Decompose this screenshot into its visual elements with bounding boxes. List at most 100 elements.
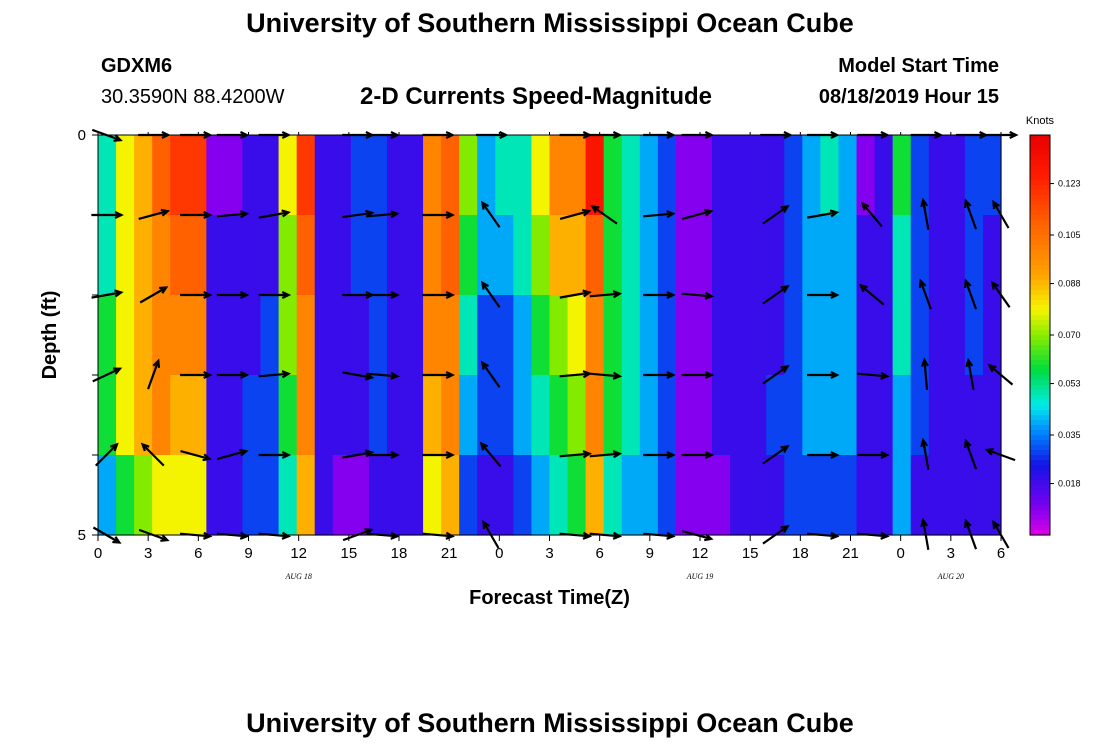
heatmap-cell [314,135,334,216]
current-vector [964,520,978,550]
heatmap-cell [730,135,749,216]
heatmap-cell [928,135,948,216]
current-vector [559,291,590,299]
current-vector-head [880,130,890,140]
heatmap-cell [675,375,695,456]
heatmap-cell [116,215,135,296]
current-vector-head [480,200,490,210]
heatmap-cell [639,295,659,376]
colorbar-band [1030,320,1050,326]
heatmap-cell [639,215,659,296]
current-vector [807,532,838,538]
current-vector-head [963,518,972,528]
colorbar-band [1030,240,1050,246]
colorbar-band [1030,480,1050,486]
heatmap-cell [820,375,840,456]
current-vector-head [704,450,715,460]
heatmap-cell [567,135,587,216]
heatmap-cell [567,375,587,456]
heatmap-cell [278,455,298,536]
heatmap-cell [603,295,623,376]
colorbar-band [1030,270,1050,276]
heatmap-cell [386,295,406,376]
heatmap-cell [910,455,930,536]
heatmap-cell [748,135,767,216]
heatmap-cell [170,215,189,296]
heatmap-cell [531,455,551,536]
current-vector [681,292,712,298]
current-vector [92,367,121,383]
y-axis-label: Depth (ft) [39,291,61,380]
x-tick-label: 15 [742,545,759,562]
colorbar-band [1030,425,1050,431]
heatmap-cell [513,135,533,216]
current-vector [481,282,501,308]
heatmap-cell [368,135,388,216]
current-vector-head [239,531,250,540]
heatmap-cell [513,215,533,296]
colorbar-band [1030,225,1050,231]
heatmap-cell [296,135,316,216]
colorbar-band [1030,295,1050,301]
heatmap-cell [477,295,496,376]
current-vector [367,372,398,378]
current-vector-head [239,210,250,219]
current-vector-head [990,280,1000,290]
current-vector-head [963,278,972,288]
heatmap-cell [639,455,659,536]
colorbar-tick-label: 0.105 [1058,230,1081,240]
heatmap-cell [152,295,171,376]
heatmap-cell [314,375,334,456]
heatmap-cell [459,135,478,216]
heatmap-cell [802,215,821,296]
current-vector-head [780,364,790,374]
heatmap-cell [657,135,677,216]
colorbar-band [1030,395,1050,401]
current-vector [138,528,168,542]
colorbar-band [1030,475,1050,481]
heatmap-cell [152,375,171,456]
heatmap-cell [134,135,153,216]
heatmap-cell [892,135,912,216]
current-vector-head [830,450,840,460]
heatmap-cell [621,215,641,296]
heatmap-cell [98,455,117,536]
heatmap-cell [820,295,840,376]
colorbar-band [1030,145,1050,151]
heatmap-cell [314,295,334,376]
heatmap-cell [964,295,984,376]
current-vector-head [281,130,292,140]
colorbar-band [1030,530,1050,536]
colorbar-band [1030,465,1050,471]
colorbar-band [1030,410,1050,416]
x-tick-label: 9 [646,545,654,562]
colorbar-unit: Knots [1026,115,1055,127]
heatmap-cell [332,215,352,296]
heatmap-cell [368,455,388,536]
current-vector-head [704,130,715,140]
heatmap-cell [152,455,171,536]
heatmap-cell [423,295,442,376]
current-vector [559,210,590,220]
x-tick-label: 3 [144,545,152,562]
colorbar-band [1030,195,1050,201]
heatmap-cell [712,455,731,536]
heatmap-cell [170,135,189,216]
heatmap-cell [206,215,226,296]
heatmap-cell [513,375,533,456]
current-vector-head [992,519,1000,530]
current-vector [92,526,120,544]
current-vector-head [830,531,840,540]
colorbar-band [1030,160,1050,166]
colorbar-band [1030,340,1050,346]
heatmap-cell [134,215,153,296]
heatmap-cell [386,135,406,216]
heatmap-cell [224,295,244,376]
heatmap-cell [495,455,514,536]
heatmap-cell [405,215,424,296]
colorbar-tick-label: 0.018 [1058,479,1081,489]
current-vector-head [445,130,455,140]
current-vector [861,202,883,228]
colorbar-band [1030,500,1050,506]
current-vector-head [704,291,715,300]
